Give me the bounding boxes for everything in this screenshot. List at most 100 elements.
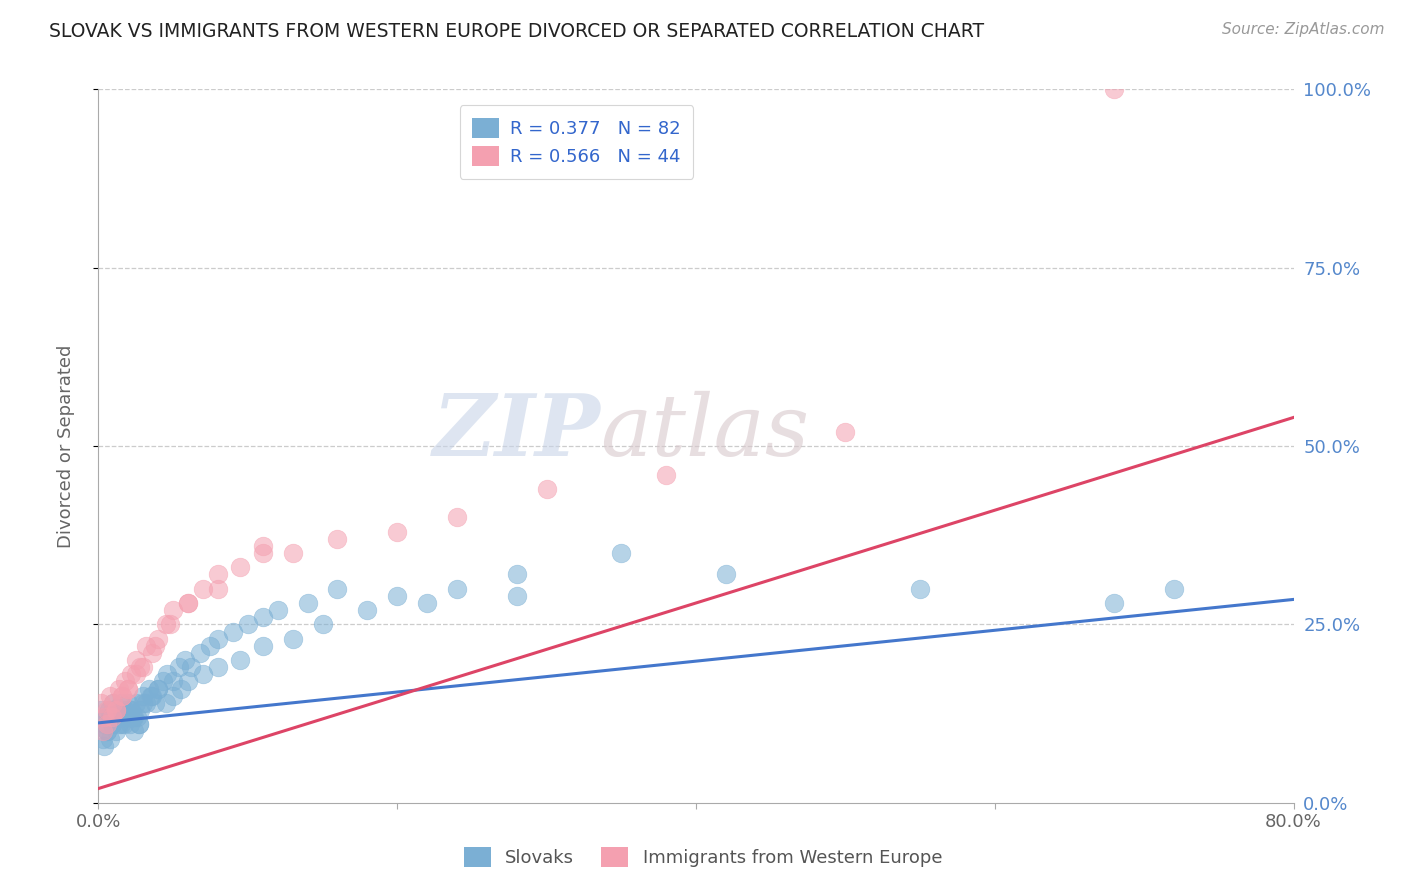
Point xyxy=(281,632,304,646)
Point xyxy=(252,539,274,553)
Point xyxy=(252,639,274,653)
Text: atlas: atlas xyxy=(600,391,810,473)
Point xyxy=(141,646,163,660)
Point xyxy=(229,560,252,574)
Point xyxy=(105,703,128,717)
Point xyxy=(1163,582,1185,596)
Point xyxy=(110,696,132,710)
Point xyxy=(135,639,157,653)
Point xyxy=(139,689,162,703)
Point xyxy=(252,546,274,560)
Point xyxy=(714,567,737,582)
Point xyxy=(138,681,160,696)
Point xyxy=(93,710,115,724)
Point xyxy=(98,710,122,724)
Y-axis label: Divorced or Separated: Divorced or Separated xyxy=(56,344,75,548)
Point xyxy=(180,660,202,674)
Point xyxy=(236,617,259,632)
Point xyxy=(281,546,304,560)
Text: Source: ZipAtlas.com: Source: ZipAtlas.com xyxy=(1222,22,1385,37)
Point xyxy=(177,596,200,610)
Point xyxy=(124,724,146,739)
Point xyxy=(536,482,558,496)
Point xyxy=(114,703,136,717)
Point xyxy=(120,703,142,717)
Point xyxy=(1104,596,1126,610)
Point xyxy=(118,703,141,717)
Point xyxy=(148,681,170,696)
Point xyxy=(655,467,678,482)
Point xyxy=(155,617,177,632)
Point xyxy=(834,425,856,439)
Point xyxy=(148,632,170,646)
Point xyxy=(167,660,190,674)
Point xyxy=(128,717,150,731)
Point xyxy=(141,689,163,703)
Point xyxy=(103,696,125,710)
Point xyxy=(124,710,146,724)
Point xyxy=(200,639,222,653)
Point xyxy=(191,582,214,596)
Point xyxy=(127,710,149,724)
Point xyxy=(96,717,118,731)
Point xyxy=(90,703,112,717)
Point xyxy=(326,532,349,546)
Point xyxy=(169,681,191,696)
Point xyxy=(125,653,148,667)
Point xyxy=(108,717,131,731)
Point xyxy=(93,739,115,753)
Point xyxy=(101,710,124,724)
Point xyxy=(94,710,117,724)
Point xyxy=(385,589,409,603)
Point xyxy=(162,689,184,703)
Point xyxy=(207,632,229,646)
Point xyxy=(128,717,150,731)
Point xyxy=(98,689,122,703)
Point xyxy=(125,667,148,681)
Point xyxy=(446,582,468,596)
Point xyxy=(105,724,128,739)
Point xyxy=(118,717,141,731)
Point xyxy=(174,653,197,667)
Point xyxy=(96,703,118,717)
Point xyxy=(143,639,166,653)
Point xyxy=(101,717,124,731)
Point xyxy=(115,710,138,724)
Point xyxy=(297,596,319,610)
Point xyxy=(114,710,136,724)
Point xyxy=(143,696,166,710)
Point xyxy=(117,681,139,696)
Point xyxy=(105,703,128,717)
Point xyxy=(162,674,184,689)
Point xyxy=(311,617,333,632)
Point xyxy=(129,660,152,674)
Point xyxy=(111,689,134,703)
Point xyxy=(177,596,200,610)
Point xyxy=(446,510,468,524)
Point xyxy=(385,524,409,539)
Point xyxy=(91,731,114,746)
Point xyxy=(120,667,142,681)
Point xyxy=(108,681,131,696)
Point xyxy=(416,596,439,610)
Point xyxy=(117,681,139,696)
Point xyxy=(148,681,170,696)
Point xyxy=(222,624,245,639)
Point xyxy=(191,667,214,681)
Point xyxy=(156,667,179,681)
Text: ZIP: ZIP xyxy=(433,390,600,474)
Point xyxy=(117,696,139,710)
Point xyxy=(267,603,290,617)
Point xyxy=(152,674,174,689)
Point xyxy=(506,567,529,582)
Point xyxy=(610,546,633,560)
Point xyxy=(129,703,152,717)
Point xyxy=(908,582,931,596)
Point xyxy=(326,582,349,596)
Point xyxy=(159,617,181,632)
Point xyxy=(132,660,155,674)
Point xyxy=(111,710,134,724)
Point xyxy=(188,646,211,660)
Point xyxy=(207,582,229,596)
Point xyxy=(107,703,129,717)
